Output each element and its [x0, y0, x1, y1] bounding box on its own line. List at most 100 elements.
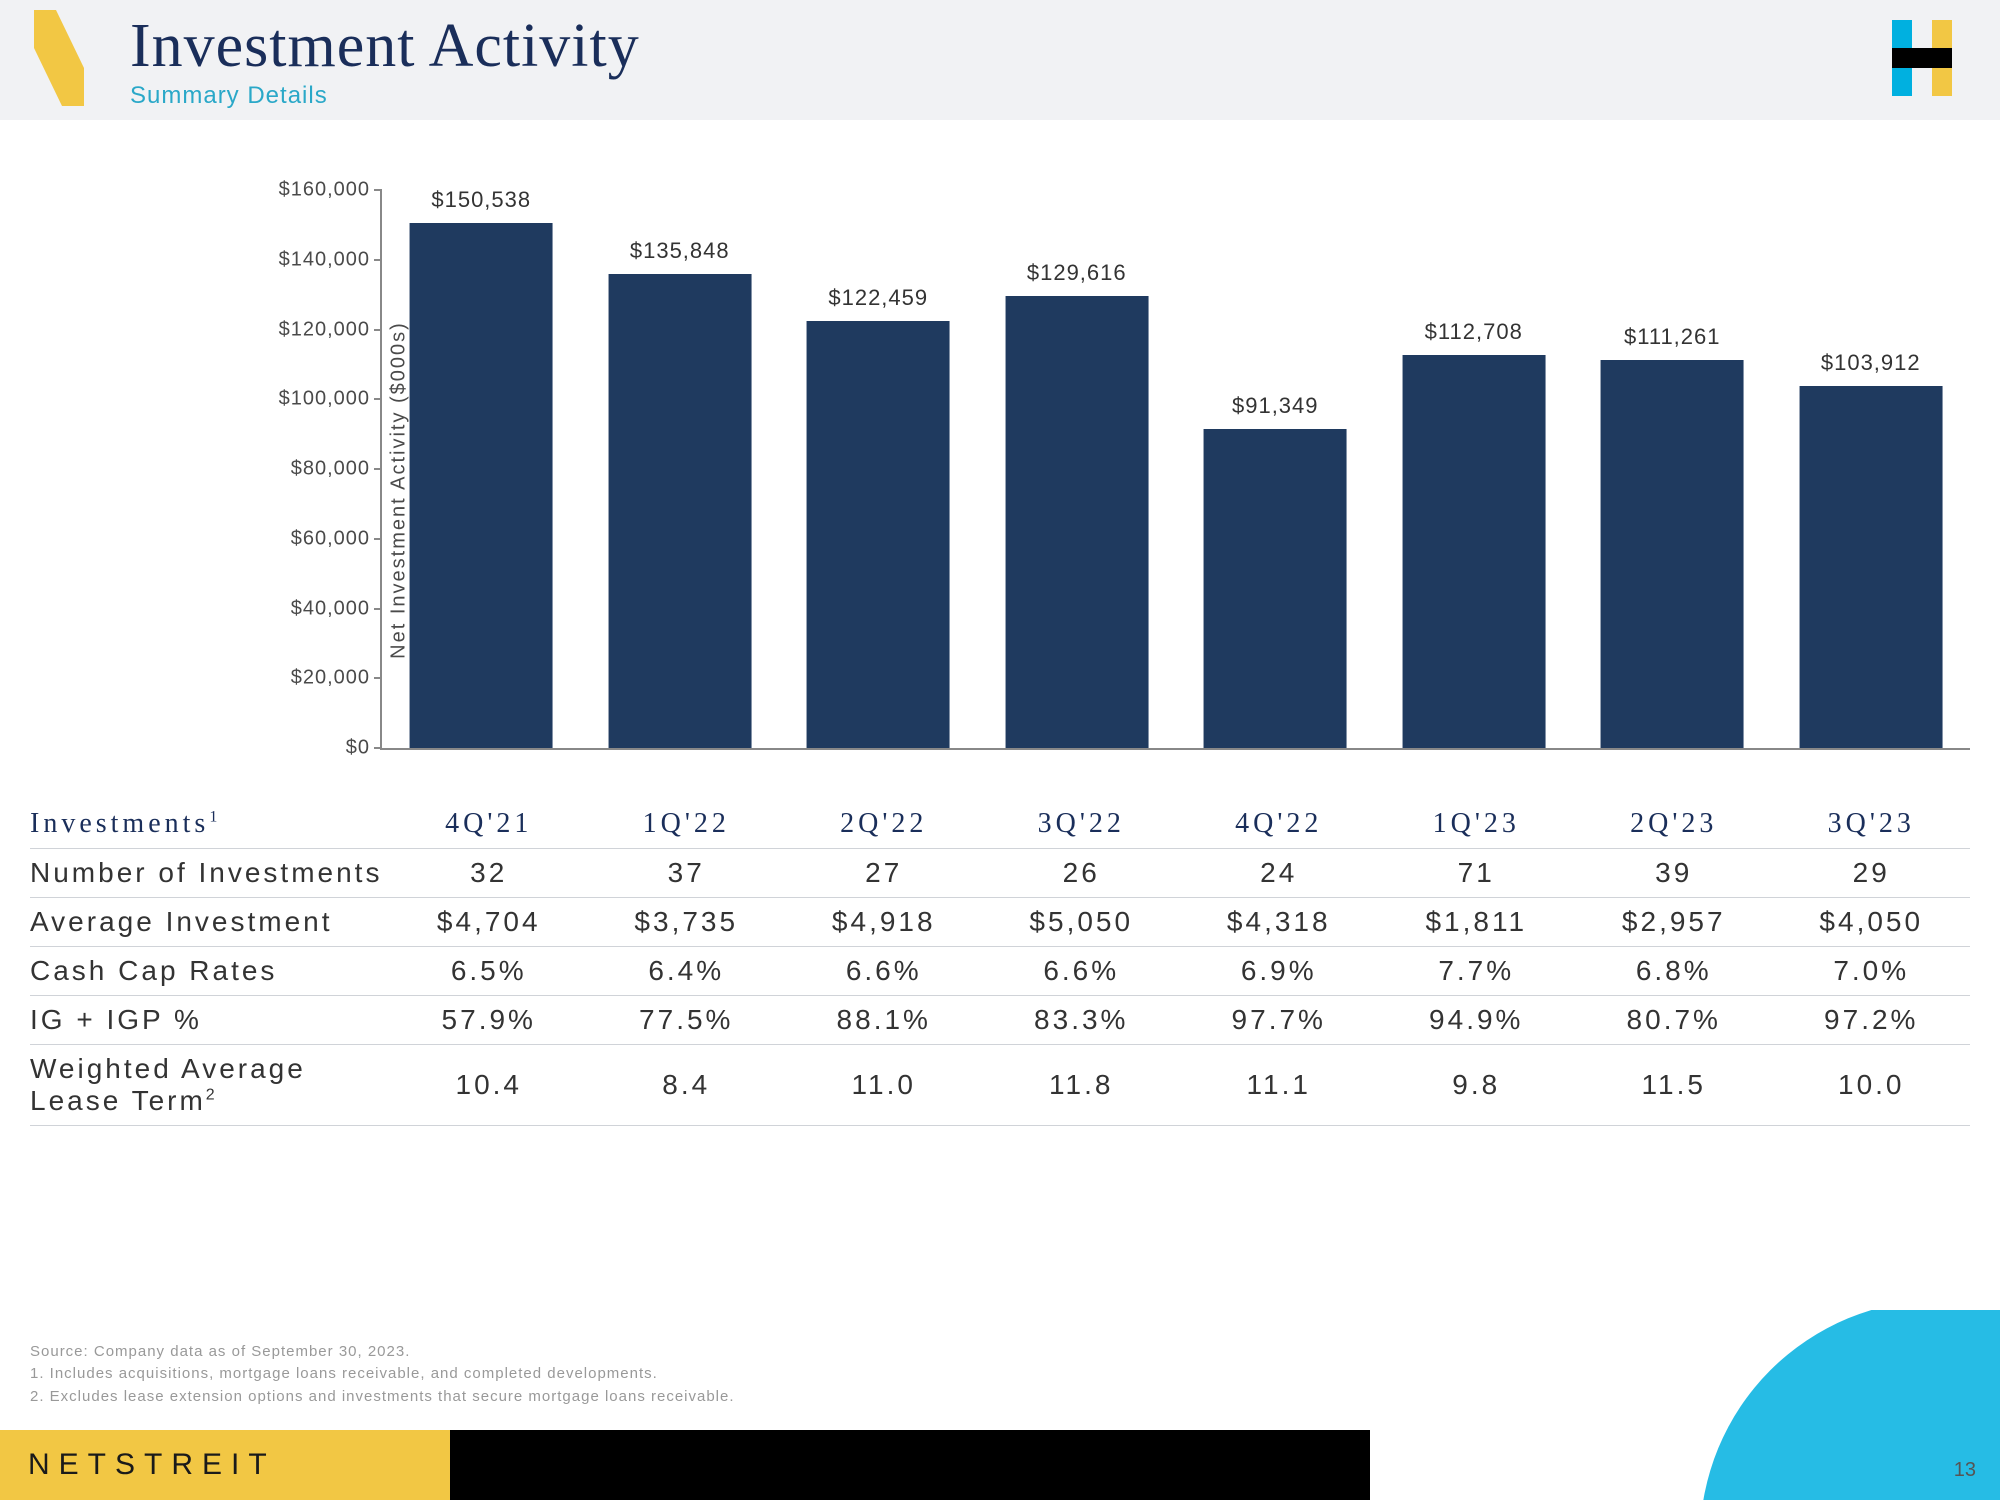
- table-row: Weighted Average Lease Term210.48.411.01…: [30, 1045, 1970, 1126]
- table-header-cell: 2Q'23: [1575, 800, 1773, 849]
- chart-bar-slot: $150,538: [382, 190, 581, 748]
- footnote-line: 2. Excludes lease extension options and …: [30, 1386, 735, 1409]
- table-cell: 94.9%: [1378, 996, 1576, 1045]
- chart-ytick-label: $40,000: [291, 597, 370, 620]
- chart-bar: $111,261: [1601, 360, 1744, 748]
- table-cell: 77.5%: [588, 996, 786, 1045]
- table-cell: 71: [1378, 849, 1576, 898]
- chart-bar-slot: $122,459: [779, 190, 978, 748]
- table-header-cell: 1Q'22: [588, 800, 786, 849]
- table-cell: $3,735: [588, 898, 786, 947]
- chart-bar-slot: $103,912: [1772, 190, 1971, 748]
- metrics-table: Investments14Q'211Q'222Q'223Q'224Q'221Q'…: [30, 800, 1970, 1126]
- chart-bar-label: $91,349: [1232, 393, 1319, 419]
- table-row: Cash Cap Rates6.5%6.4%6.6%6.6%6.9%7.7%6.…: [30, 947, 1970, 996]
- chart-bar-label: $122,459: [828, 285, 928, 311]
- chart-ytick-label: $100,000: [279, 388, 370, 411]
- table-cell: 83.3%: [983, 996, 1181, 1045]
- chart-bar-label: $111,261: [1624, 324, 1721, 350]
- table-row-label: Cash Cap Rates: [30, 947, 390, 996]
- bar-chart: Net Investment Activity ($000s) $150,538…: [270, 190, 1970, 790]
- table-cell: 80.7%: [1575, 996, 1773, 1045]
- table-cell: $4,704: [390, 898, 588, 947]
- chart-ytick-mark: [374, 189, 382, 191]
- footer: NETSTREIT 13: [0, 1430, 2000, 1500]
- brand-logo-icon: [1878, 14, 1966, 102]
- footer-brand-text: NETSTREIT: [28, 1448, 276, 1482]
- table-cell: $4,918: [785, 898, 983, 947]
- chart-bar-slot: $135,848: [581, 190, 780, 748]
- table-cell: 6.8%: [1575, 947, 1773, 996]
- header-accent-icon: [34, 10, 84, 106]
- chart-ytick-mark: [374, 608, 382, 610]
- table-cell: $5,050: [983, 898, 1181, 947]
- table: Investments14Q'211Q'222Q'223Q'224Q'221Q'…: [30, 800, 1970, 1126]
- table-cell: 11.5: [1575, 1045, 1773, 1126]
- table-cell: 9.8: [1378, 1045, 1576, 1126]
- table-header-row: Investments14Q'211Q'222Q'223Q'224Q'221Q'…: [30, 800, 1970, 849]
- table-header-cell: 1Q'23: [1378, 800, 1576, 849]
- chart-ytick-label: $160,000: [279, 179, 370, 202]
- table-cell: 37: [588, 849, 786, 898]
- table-header-label: Investments1: [30, 800, 390, 849]
- table-cell: 11.1: [1180, 1045, 1378, 1126]
- table-cell: 10.0: [1773, 1045, 1971, 1126]
- table-row: Number of Investments3237272624713929: [30, 849, 1970, 898]
- table-row-label: Average Investment: [30, 898, 390, 947]
- footnote-line: Source: Company data as of September 30,…: [30, 1341, 735, 1364]
- table-row: Average Investment$4,704$3,735$4,918$5,0…: [30, 898, 1970, 947]
- chart-bar: $129,616: [1005, 296, 1148, 748]
- table-cell: 7.0%: [1773, 947, 1971, 996]
- chart-ytick-mark: [374, 677, 382, 679]
- footnote-line: 1. Includes acquisitions, mortgage loans…: [30, 1363, 735, 1386]
- footer-black-block: [450, 1430, 1370, 1500]
- page-subtitle: Summary Details: [130, 82, 640, 110]
- table-cell: 11.8: [983, 1045, 1181, 1126]
- footer-yellow-block: NETSTREIT: [0, 1430, 450, 1500]
- table-cell: 7.7%: [1378, 947, 1576, 996]
- table-cell: 88.1%: [785, 996, 983, 1045]
- chart-bar-slot: $111,261: [1573, 190, 1772, 748]
- page-title: Investment Activity: [130, 11, 640, 82]
- table-cell: 6.5%: [390, 947, 588, 996]
- chart-ytick-label: $20,000: [291, 667, 370, 690]
- table-row-label: Number of Investments: [30, 849, 390, 898]
- chart-ytick-label: $0: [346, 737, 370, 760]
- table-row-label: IG + IGP %: [30, 996, 390, 1045]
- chart-ytick-mark: [374, 398, 382, 400]
- chart-bar-label: $112,708: [1425, 319, 1523, 345]
- chart-ytick-label: $120,000: [279, 318, 370, 341]
- chart-ytick-mark: [374, 538, 382, 540]
- chart-bar-slot: $91,349: [1176, 190, 1375, 748]
- table-cell: 11.0: [785, 1045, 983, 1126]
- chart-bars: $150,538 $135,848 $122,459 $129,616 $91,349 $…: [382, 190, 1970, 748]
- table-cell: $4,050: [1773, 898, 1971, 947]
- table-cell: $2,957: [1575, 898, 1773, 947]
- chart-bar-label: $135,848: [630, 238, 730, 264]
- chart-bar-label: $103,912: [1821, 350, 1921, 376]
- footnotes: Source: Company data as of September 30,…: [30, 1341, 735, 1409]
- table-cell: 24: [1180, 849, 1378, 898]
- chart-ytick-label: $60,000: [291, 527, 370, 550]
- footer-blue-circle-icon: [1680, 1310, 2000, 1500]
- table-cell: 10.4: [390, 1045, 588, 1126]
- chart-bar-label: $150,538: [431, 187, 531, 213]
- chart-bar-label: $129,616: [1027, 260, 1127, 286]
- table-cell: 26: [983, 849, 1181, 898]
- table-cell: 6.9%: [1180, 947, 1378, 996]
- table-header-cell: 3Q'22: [983, 800, 1181, 849]
- chart-bar: $91,349: [1204, 429, 1347, 748]
- chart-ytick-mark: [374, 468, 382, 470]
- table-cell: 27: [785, 849, 983, 898]
- table-row-label: Weighted Average Lease Term2: [30, 1045, 390, 1126]
- chart-ytick-mark: [374, 747, 382, 749]
- table-cell: 29: [1773, 849, 1971, 898]
- table-cell: 6.6%: [983, 947, 1181, 996]
- table-cell: 32: [390, 849, 588, 898]
- table-body: Number of Investments3237272624713929Ave…: [30, 849, 1970, 1126]
- chart-bar: $135,848: [608, 274, 751, 748]
- table-cell: 6.4%: [588, 947, 786, 996]
- table-cell: 39: [1575, 849, 1773, 898]
- chart-bar: $150,538: [410, 223, 553, 748]
- chart-ytick-label: $80,000: [291, 458, 370, 481]
